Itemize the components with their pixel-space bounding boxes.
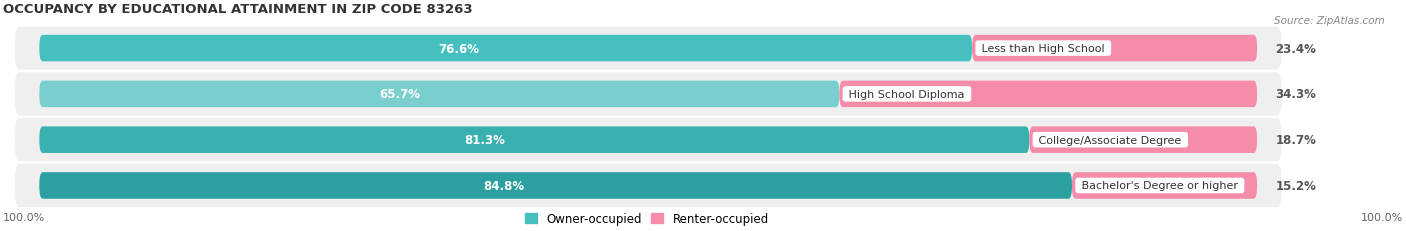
- FancyBboxPatch shape: [39, 127, 1029, 153]
- Text: 76.6%: 76.6%: [439, 43, 479, 55]
- FancyBboxPatch shape: [15, 119, 1281, 161]
- FancyBboxPatch shape: [1071, 173, 1257, 199]
- Text: 84.8%: 84.8%: [484, 179, 524, 192]
- FancyBboxPatch shape: [15, 27, 1281, 70]
- FancyBboxPatch shape: [972, 36, 1257, 62]
- FancyBboxPatch shape: [15, 73, 1281, 116]
- FancyBboxPatch shape: [39, 81, 839, 108]
- Text: 34.3%: 34.3%: [1275, 88, 1316, 101]
- Text: Bachelor's Degree or higher: Bachelor's Degree or higher: [1078, 181, 1241, 191]
- Text: 81.3%: 81.3%: [464, 134, 505, 146]
- FancyBboxPatch shape: [15, 164, 1281, 207]
- Text: 23.4%: 23.4%: [1275, 43, 1316, 55]
- FancyBboxPatch shape: [39, 173, 1071, 199]
- Text: High School Diploma: High School Diploma: [845, 89, 969, 100]
- Text: Source: ZipAtlas.com: Source: ZipAtlas.com: [1274, 16, 1385, 26]
- FancyBboxPatch shape: [839, 81, 1257, 108]
- Text: 15.2%: 15.2%: [1275, 179, 1316, 192]
- FancyBboxPatch shape: [1029, 127, 1257, 153]
- Legend: Owner-occupied, Renter-occupied: Owner-occupied, Renter-occupied: [520, 207, 773, 230]
- Text: 100.0%: 100.0%: [1361, 212, 1403, 222]
- Text: College/Associate Degree: College/Associate Degree: [1035, 135, 1185, 145]
- Text: 65.7%: 65.7%: [378, 88, 420, 101]
- Text: 18.7%: 18.7%: [1275, 134, 1316, 146]
- FancyBboxPatch shape: [39, 36, 972, 62]
- Text: 100.0%: 100.0%: [3, 212, 45, 222]
- Text: Less than High School: Less than High School: [979, 44, 1108, 54]
- Text: OCCUPANCY BY EDUCATIONAL ATTAINMENT IN ZIP CODE 83263: OCCUPANCY BY EDUCATIONAL ATTAINMENT IN Z…: [3, 3, 472, 16]
